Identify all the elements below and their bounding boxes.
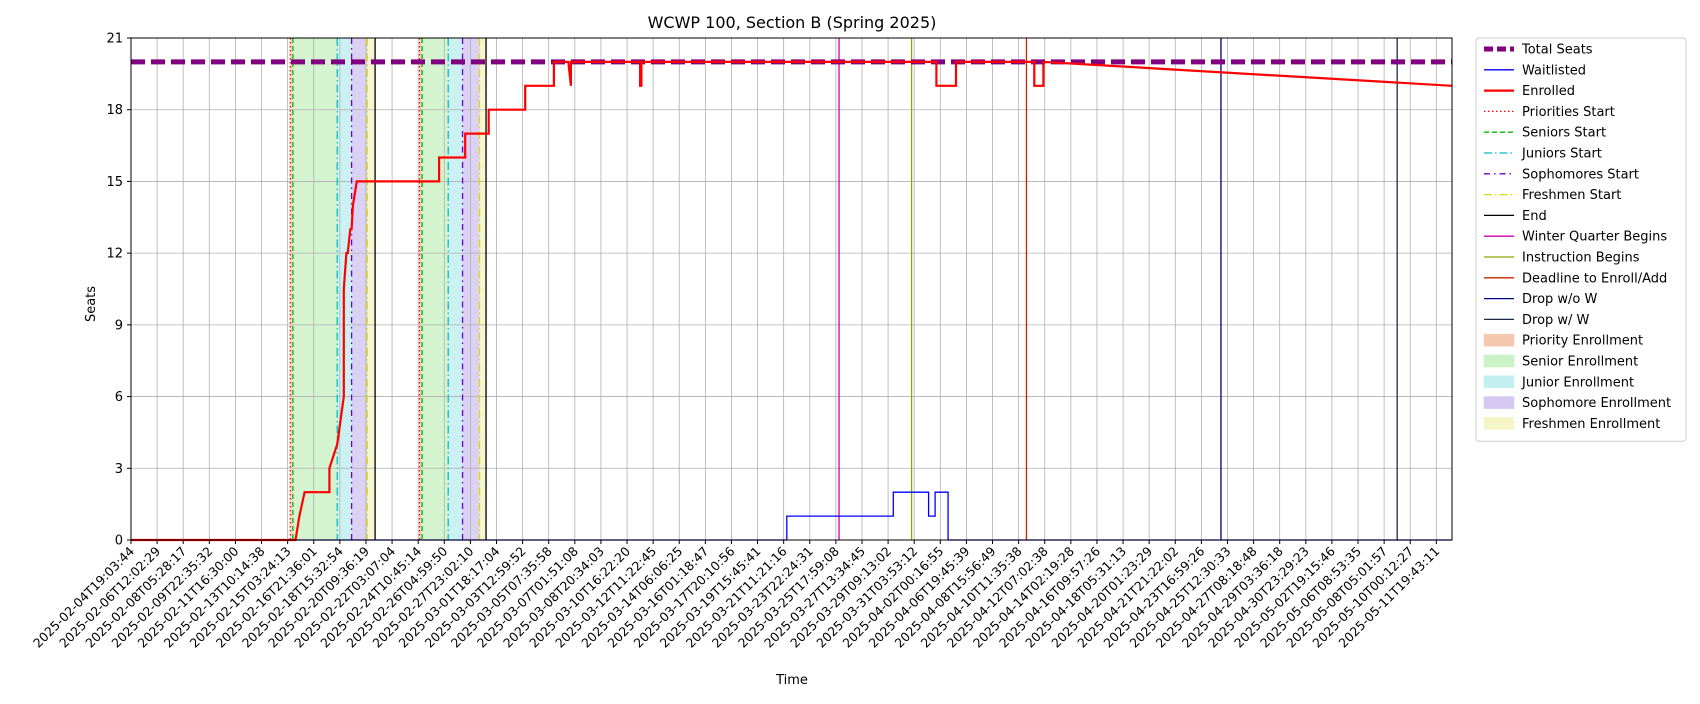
enrollment-window-band: [367, 38, 376, 540]
legend-label: Winter Quarter Begins: [1522, 230, 1667, 245]
y-axis-label: Seats: [84, 286, 99, 322]
legend-swatch: [1483, 375, 1515, 389]
legend-swatch: [1483, 417, 1515, 430]
series-line: [131, 491, 1452, 541]
y-tick-label: 18: [106, 103, 123, 118]
legend-swatch: [1483, 333, 1515, 347]
series-line: [131, 60, 1453, 542]
y-tick-label: 0: [115, 534, 123, 549]
legend-label: Instruction Begins: [1522, 251, 1640, 266]
y-tick-label: 12: [106, 247, 123, 262]
enrollment-window-band: [448, 38, 463, 540]
enrollment-window-band: [292, 38, 338, 540]
legend-box: [1475, 37, 1687, 442]
enrollment-window-band: [462, 38, 480, 540]
y-tick-label: 15: [106, 175, 123, 190]
legend: Total Seats Waitlisted Enrolled Priorities …: [1475, 37, 1687, 442]
enrollment-window-band: [419, 38, 423, 540]
legend-label: Drop w/ W: [1522, 313, 1590, 328]
legend-label: Freshmen Start: [1522, 188, 1621, 203]
legend-label: Seniors Start: [1522, 126, 1606, 141]
plot-area: 0369121518212025-02-04T19:03:442025-02-0…: [30, 32, 1453, 651]
legend-label: Enrolled: [1522, 84, 1575, 99]
enrollment-window-band: [479, 38, 487, 540]
legend-label: Senior Enrollment: [1522, 355, 1638, 370]
legend-label: Sophomores Start: [1522, 167, 1639, 182]
enrollment-window-band: [290, 38, 293, 540]
legend-label: Freshmen Enrollment: [1522, 417, 1660, 432]
legend-label: Deadline to Enroll/Add: [1522, 271, 1667, 286]
legend-label: Sophomore Enrollment: [1522, 396, 1671, 411]
legend-label: Juniors Start: [1521, 147, 1602, 162]
y-tick-label: 9: [115, 318, 123, 333]
y-tick-label: 21: [106, 32, 123, 47]
legend-label: End: [1522, 209, 1547, 224]
y-tick-label: 3: [115, 462, 123, 477]
legend-label: Total Seats: [1521, 43, 1593, 58]
enrollment-window-band: [422, 38, 449, 540]
plot-frame: [130, 37, 1453, 541]
legend-label: Priorities Start: [1522, 105, 1615, 120]
legend-label: Drop w/o W: [1522, 292, 1598, 307]
legend-label: Waitlisted: [1522, 63, 1586, 78]
legend-label: Junior Enrollment: [1521, 375, 1634, 390]
legend-swatch: [1483, 396, 1515, 409]
chart-title: WCWP 100, Section B (Spring 2025): [648, 13, 937, 32]
legend-swatch: [1483, 354, 1515, 368]
y-tick-label: 6: [115, 390, 123, 405]
enrollment-window-band: [351, 38, 368, 540]
x-axis-label: Time: [775, 673, 808, 688]
legend-label: Priority Enrollment: [1522, 334, 1643, 349]
